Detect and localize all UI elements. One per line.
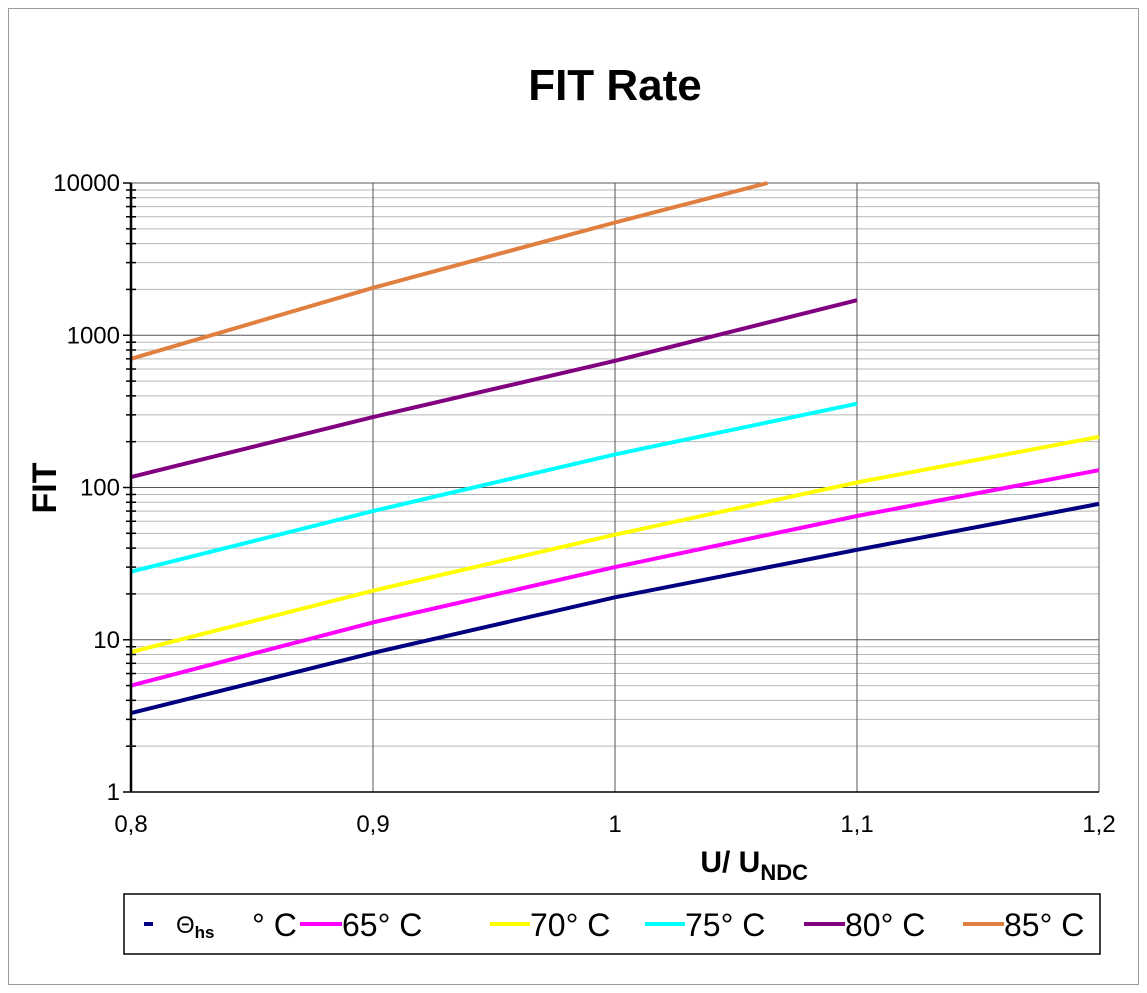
series-line-3 xyxy=(130,401,858,574)
x-axis-title: U/ UNDC xyxy=(700,846,808,885)
x-tick-label: 1,2 xyxy=(1082,811,1115,838)
y-tick-label: 10000 xyxy=(53,170,120,197)
legend-label-2: 70° C xyxy=(530,907,610,943)
series-line-1 xyxy=(130,468,1100,688)
legend-label-4: 80° C xyxy=(845,907,925,943)
legend-label-1: 65° C xyxy=(342,907,422,943)
legend-symbol-sub: hs xyxy=(195,923,215,942)
series-line-0 xyxy=(130,501,1100,716)
legend-label-0: ° C xyxy=(252,907,297,943)
y-axis-title: FIT xyxy=(26,462,64,513)
x-tick-label: 0,9 xyxy=(356,811,389,838)
y-tick-label: 100 xyxy=(80,475,120,502)
series-line-4 xyxy=(130,298,858,480)
y-tick-label: 1000 xyxy=(67,322,120,349)
series-lines xyxy=(130,181,1100,716)
legend-label-3: 75° C xyxy=(685,907,765,943)
legend-symbol: Θhs xyxy=(176,912,215,942)
legend-symbol-main: Θ xyxy=(176,912,195,939)
x-axis-title-sub: NDC xyxy=(760,860,808,885)
series-line-5 xyxy=(130,181,769,361)
legend: Θhs ° C 65° C 70° C 75° C 80° C 85° C xyxy=(123,893,1101,955)
axes xyxy=(129,183,1099,793)
y-tick-label: 10 xyxy=(93,627,120,654)
x-tick-label: 1,1 xyxy=(840,811,873,838)
series-line-2 xyxy=(130,434,1100,655)
x-tick-label: 0,8 xyxy=(114,811,147,838)
x-tick-labels: 0,8 0,9 1 1,1 1,2 xyxy=(114,811,1115,838)
x-axis-title-main: U/ U xyxy=(700,846,760,879)
y-tick-labels: 1 10 100 1000 10000 xyxy=(53,170,120,806)
minor-gridlines xyxy=(126,189,1099,747)
x-tick-label: 1 xyxy=(608,811,621,838)
legend-label-5: 85° C xyxy=(1004,907,1084,943)
y-tick-label: 1 xyxy=(107,779,120,806)
legend-box xyxy=(123,893,1101,955)
chart-title: FIT Rate xyxy=(528,61,702,110)
